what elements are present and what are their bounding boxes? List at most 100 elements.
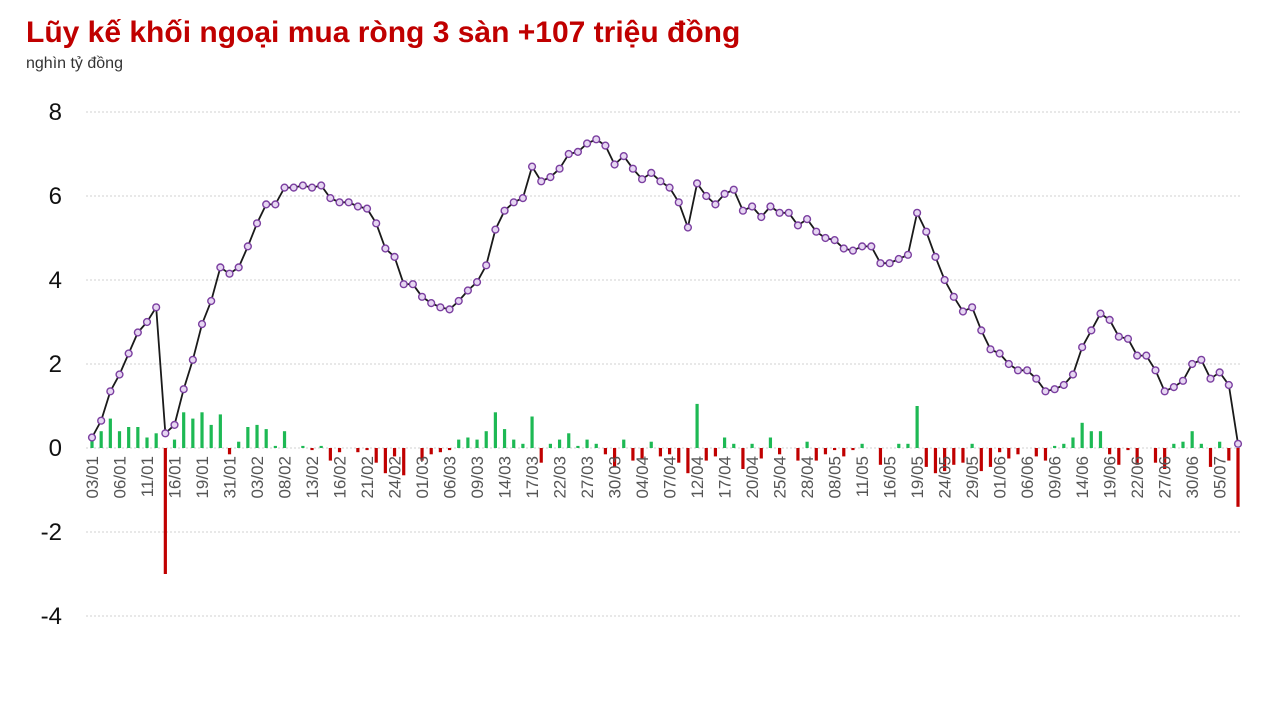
line-marker bbox=[152, 303, 161, 312]
line-marker bbox=[482, 261, 491, 270]
line-marker bbox=[1105, 315, 1114, 325]
bar bbox=[823, 448, 828, 455]
bar bbox=[457, 439, 461, 448]
line-marker bbox=[958, 307, 968, 316]
x-tick-label: 25/04 bbox=[771, 456, 790, 499]
bar bbox=[805, 441, 809, 448]
x-tick-label: 13/02 bbox=[303, 456, 322, 499]
line-marker bbox=[830, 236, 839, 245]
bar bbox=[264, 429, 268, 448]
line-marker bbox=[1068, 370, 1078, 379]
bar bbox=[1227, 448, 1231, 461]
bar bbox=[429, 448, 433, 455]
line-marker bbox=[289, 183, 298, 192]
bar bbox=[713, 448, 718, 457]
x-tick-label: 24/05 bbox=[936, 456, 955, 499]
x-tick-label: 19/01 bbox=[193, 456, 212, 499]
bar bbox=[273, 445, 277, 448]
bar bbox=[530, 416, 534, 448]
bar bbox=[878, 448, 883, 465]
x-tick-label: 28/04 bbox=[798, 456, 817, 499]
line-marker bbox=[784, 208, 793, 217]
line-marker bbox=[97, 416, 106, 425]
x-tick-label: 06/03 bbox=[441, 456, 460, 499]
x-tick-label: 30/03 bbox=[606, 456, 625, 499]
x-tick-label: 11/01 bbox=[138, 456, 157, 497]
line-marker bbox=[170, 420, 179, 430]
line-marker bbox=[509, 198, 518, 207]
bar bbox=[521, 443, 525, 448]
bar bbox=[759, 448, 763, 459]
line-marker bbox=[894, 254, 903, 264]
x-tick-label: 01/03 bbox=[413, 456, 432, 499]
bar bbox=[1153, 448, 1158, 463]
bar bbox=[466, 437, 470, 448]
line-marker bbox=[601, 141, 610, 150]
line-marker bbox=[491, 225, 500, 234]
bar bbox=[796, 448, 800, 461]
bar bbox=[585, 439, 589, 448]
line-marker bbox=[592, 135, 601, 144]
x-tick-label: 07/04 bbox=[661, 456, 680, 499]
line-marker bbox=[207, 296, 216, 306]
line-marker bbox=[1114, 332, 1123, 341]
line-marker bbox=[775, 208, 784, 217]
bar bbox=[1080, 422, 1084, 448]
line-marker bbox=[124, 349, 133, 358]
line-marker bbox=[463, 286, 472, 295]
bar bbox=[1163, 448, 1167, 469]
bar bbox=[612, 448, 617, 467]
bar bbox=[1190, 431, 1194, 448]
x-tick-label: 19/06 bbox=[1101, 456, 1120, 499]
line-marker bbox=[647, 168, 656, 178]
bar bbox=[686, 448, 690, 474]
line-marker bbox=[564, 149, 573, 159]
bar bbox=[1089, 431, 1093, 448]
chart-subtitle: nghìn tỷ đồng bbox=[26, 55, 123, 72]
bar bbox=[1135, 448, 1139, 465]
bar bbox=[255, 424, 259, 448]
line-marker bbox=[1206, 374, 1215, 383]
line-marker bbox=[197, 320, 207, 329]
bar bbox=[1062, 443, 1066, 448]
bar bbox=[622, 439, 626, 448]
bar bbox=[915, 406, 919, 448]
bar bbox=[851, 448, 855, 451]
line-marker bbox=[317, 181, 326, 190]
line-marker bbox=[161, 429, 170, 438]
x-tick-label: 08/05 bbox=[826, 456, 845, 499]
line-marker bbox=[867, 242, 876, 251]
line-marker bbox=[1004, 359, 1013, 369]
bar bbox=[906, 443, 910, 448]
bar bbox=[1172, 443, 1176, 448]
x-tick-label: 05/07 bbox=[1211, 456, 1230, 499]
x-tick-label: 16/01 bbox=[166, 456, 185, 499]
line-marker bbox=[720, 189, 729, 199]
line-marker bbox=[1188, 359, 1197, 369]
bar bbox=[502, 429, 507, 448]
line-marker bbox=[381, 244, 390, 253]
line-marker bbox=[408, 280, 417, 289]
bar bbox=[695, 403, 699, 448]
bar bbox=[778, 448, 782, 455]
line-marker bbox=[738, 206, 748, 215]
bar bbox=[548, 443, 552, 448]
line-marker bbox=[913, 208, 922, 217]
line-marker bbox=[1160, 387, 1169, 396]
bar bbox=[1007, 448, 1011, 459]
bar bbox=[512, 439, 516, 448]
bar bbox=[1071, 437, 1075, 448]
line-marker bbox=[1059, 380, 1068, 390]
bar bbox=[640, 448, 644, 459]
bar bbox=[383, 448, 387, 474]
x-tick-label: 08/02 bbox=[276, 456, 295, 499]
y-tick-label: 6 bbox=[49, 183, 62, 210]
bar bbox=[741, 448, 745, 469]
bar bbox=[246, 427, 250, 448]
bar bbox=[310, 448, 314, 451]
line-marker bbox=[1087, 326, 1096, 335]
line-marker bbox=[1032, 374, 1041, 383]
bar bbox=[163, 448, 167, 574]
x-tick-label: 22/03 bbox=[551, 456, 570, 499]
